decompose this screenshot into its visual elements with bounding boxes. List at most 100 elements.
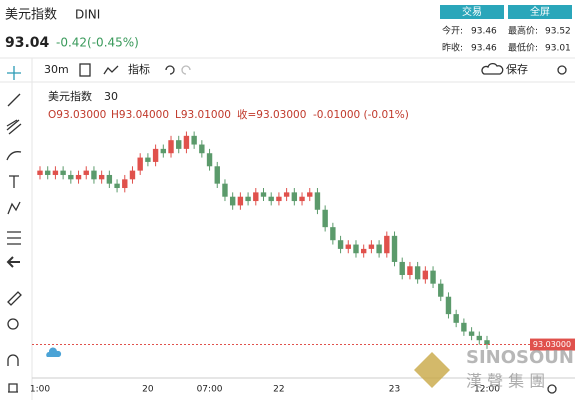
candle-body bbox=[345, 244, 351, 249]
candle-body bbox=[160, 148, 167, 154]
stat-label: 最高价: bbox=[508, 25, 538, 37]
candle-body bbox=[283, 192, 290, 197]
candle-body bbox=[199, 144, 205, 154]
candle-body bbox=[98, 174, 105, 180]
candle-body bbox=[245, 196, 251, 202]
x-tick-label: 22 bbox=[273, 385, 284, 395]
candle-body bbox=[353, 244, 359, 254]
candle-body bbox=[299, 196, 305, 202]
text-tool[interactable] bbox=[9, 175, 19, 188]
candle-body bbox=[191, 135, 197, 145]
candle-body bbox=[399, 261, 405, 275]
candle-body bbox=[222, 183, 228, 197]
candle-body bbox=[168, 140, 174, 154]
settings-icon[interactable] bbox=[547, 384, 557, 394]
logo bbox=[414, 352, 450, 388]
legend-name: 美元指数 bbox=[48, 89, 92, 103]
trade-label[interactable]: 交易 bbox=[462, 5, 482, 18]
candle-body bbox=[268, 196, 274, 202]
trash-tool[interactable] bbox=[8, 383, 18, 393]
candle-body bbox=[384, 235, 390, 254]
title: 美元指数 bbox=[5, 8, 57, 23]
candle-body bbox=[183, 135, 190, 149]
candle-body bbox=[83, 170, 89, 175]
candle-body bbox=[438, 283, 444, 297]
candle-body bbox=[376, 244, 382, 254]
candle-body bbox=[337, 240, 344, 249]
plot: 1:00 20 07:00 22 23 12:00 93.03000 bbox=[30, 131, 575, 395]
brush-tool[interactable] bbox=[6, 151, 22, 161]
redo-icon[interactable] bbox=[181, 65, 191, 75]
ruler-tool[interactable] bbox=[7, 291, 22, 306]
crosshair-tool[interactable] bbox=[7, 66, 21, 80]
legend-high: H93.04000 bbox=[111, 109, 169, 121]
settings-icon[interactable] bbox=[557, 65, 567, 75]
last-price-tag bbox=[530, 338, 575, 351]
last-price-label: 93.03000 bbox=[533, 340, 571, 349]
candle-body bbox=[37, 170, 43, 175]
stat-value: 93.46 bbox=[471, 44, 497, 54]
candle-body bbox=[484, 340, 490, 345]
indicators[interactable]: 指标 bbox=[128, 62, 150, 76]
candle-body bbox=[91, 170, 97, 180]
x-tick-label: 1:00 bbox=[30, 385, 50, 395]
legend-interval: 30 bbox=[104, 90, 118, 103]
candle-body bbox=[307, 192, 313, 197]
measure-lines[interactable] bbox=[7, 231, 21, 245]
stat-value: 93.46 bbox=[471, 27, 497, 37]
stat-label: 昨收: bbox=[442, 42, 463, 54]
candle-body bbox=[137, 157, 143, 171]
candle-body bbox=[152, 148, 159, 162]
pattern-tool[interactable] bbox=[7, 201, 21, 215]
candle-body bbox=[260, 192, 267, 197]
candle-body bbox=[414, 266, 421, 280]
cloud-icon[interactable] bbox=[481, 62, 504, 75]
candle-body bbox=[214, 166, 220, 184]
candle-body bbox=[253, 192, 259, 202]
x-tick-label: 23 bbox=[389, 385, 400, 395]
legend-low: L93.01000 bbox=[175, 109, 231, 121]
watermark-brand: SINOSOUND bbox=[466, 347, 575, 368]
stat-label: 今开: bbox=[442, 25, 463, 37]
candle-body bbox=[129, 170, 136, 180]
candle-body bbox=[68, 174, 74, 180]
watermark-chinese: 漢 聲 集 團 bbox=[466, 372, 545, 391]
price: 93.04 bbox=[5, 35, 50, 51]
legend-close: 收=93.03000 bbox=[237, 108, 306, 121]
fullscreen-label[interactable]: 全屏 bbox=[530, 5, 550, 18]
save[interactable]: 保存 bbox=[506, 62, 528, 76]
cloud-badge[interactable] bbox=[46, 347, 62, 357]
candle-body bbox=[145, 157, 151, 162]
magnet-tool[interactable] bbox=[7, 354, 19, 366]
legend-open: O93.03000 bbox=[48, 109, 106, 121]
candle-body bbox=[476, 335, 482, 341]
fullscreen-button[interactable] bbox=[508, 5, 572, 19]
undo-icon[interactable] bbox=[165, 65, 175, 75]
x-tick-label: 12:00 bbox=[474, 385, 500, 395]
indicator-icon[interactable] bbox=[103, 65, 119, 75]
symbol: DINI bbox=[75, 8, 100, 22]
candle-body bbox=[45, 170, 51, 175]
candle-body bbox=[330, 227, 336, 241]
stat-label: 最低价: bbox=[508, 42, 538, 54]
candle-body bbox=[468, 331, 475, 336]
line-tool[interactable] bbox=[7, 93, 21, 107]
toolbar-left bbox=[6, 66, 22, 393]
candle-body bbox=[422, 270, 429, 280]
candle-body bbox=[445, 296, 452, 315]
candle-body bbox=[229, 196, 236, 206]
candle-body bbox=[106, 174, 113, 184]
candle-body bbox=[291, 192, 298, 202]
back-tool[interactable] bbox=[6, 256, 20, 268]
fib-tool[interactable] bbox=[6, 119, 22, 135]
candle-body bbox=[52, 170, 59, 175]
candle-body bbox=[430, 270, 436, 284]
candle-icon[interactable] bbox=[79, 63, 91, 77]
trade-button[interactable] bbox=[440, 5, 504, 19]
candle-body bbox=[75, 174, 82, 180]
zoom-tool[interactable] bbox=[7, 318, 19, 330]
x-tick-label: 20 bbox=[142, 385, 154, 395]
interval[interactable]: 30m bbox=[44, 63, 69, 76]
candle-body bbox=[114, 183, 120, 189]
candle-body bbox=[60, 170, 66, 175]
